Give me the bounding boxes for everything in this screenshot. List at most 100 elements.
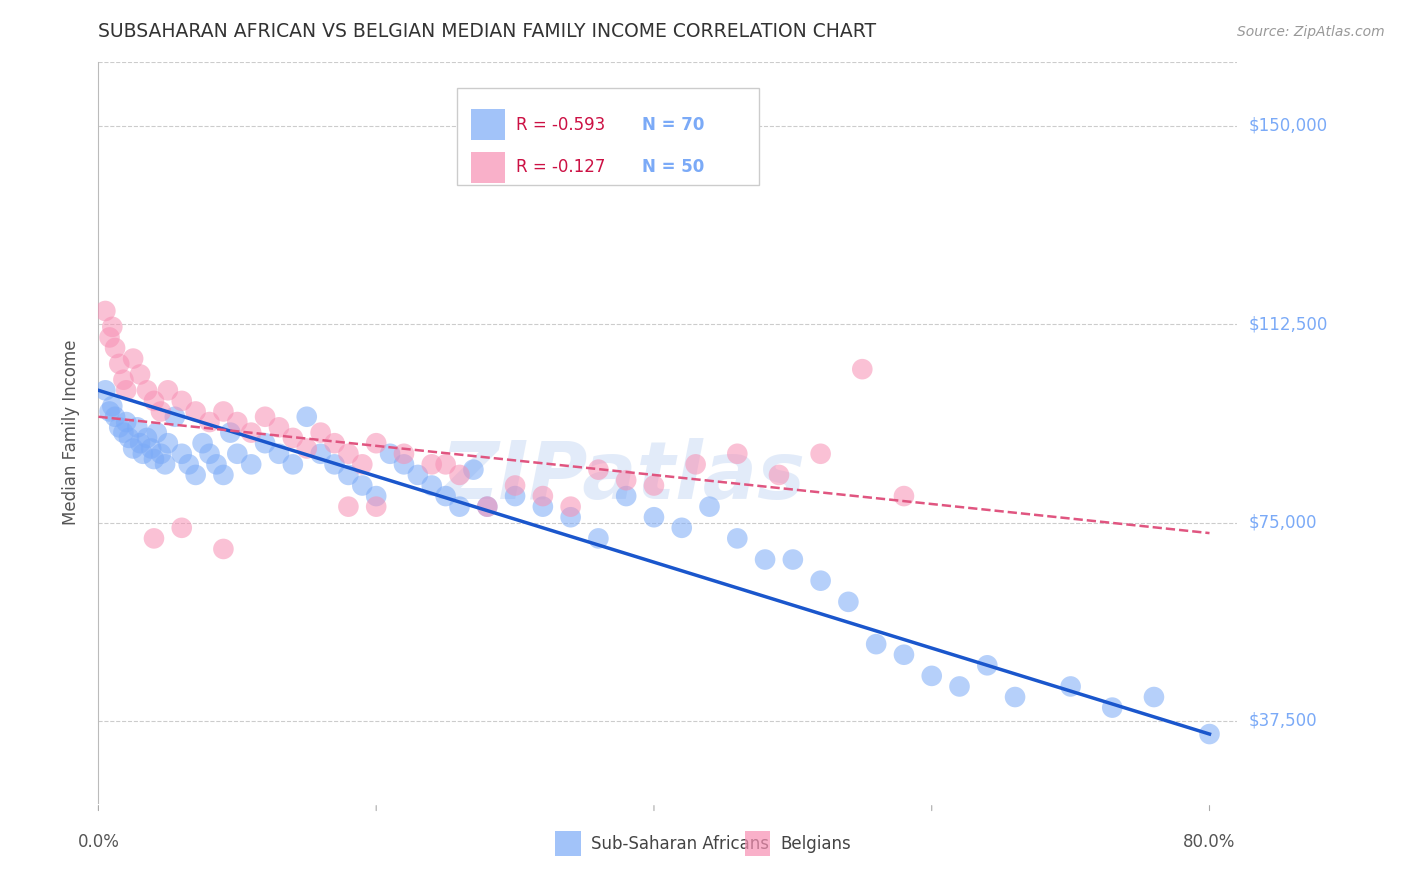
Point [768,467,790,482]
Point [115,384,138,398]
Point [725,447,748,461]
Point [560,510,582,524]
Point [115,415,138,429]
Point [108,357,131,371]
Point [643,478,665,492]
Point [136,384,159,398]
Point [198,415,221,429]
Point [614,473,637,487]
Point [198,447,221,461]
Point [725,532,748,546]
Point [101,399,124,413]
Point [392,458,415,472]
Point [177,458,200,472]
Text: 0.0%: 0.0% [77,833,120,851]
Text: SUBSAHARAN AFRICAN VS BELGIAN MEDIAN FAMILY INCOME CORRELATION CHART: SUBSAHARAN AFRICAN VS BELGIAN MEDIAN FAM… [98,22,876,41]
Point [156,384,179,398]
Point [921,669,943,683]
Point [149,404,172,418]
Point [145,425,167,440]
Point [449,500,471,514]
Point [366,500,388,514]
Point [1143,690,1166,704]
Text: $37,500: $37,500 [1249,712,1317,730]
Point [366,436,388,450]
Point [671,521,693,535]
Point [685,458,707,472]
Text: Belgians: Belgians [780,835,851,853]
Point [295,442,318,456]
Point [205,458,228,472]
Point [149,447,172,461]
Point [754,552,776,566]
Point [212,467,235,482]
FancyBboxPatch shape [471,152,505,183]
Point [1004,690,1026,704]
Point [240,425,263,440]
Point [170,393,193,408]
Point [129,436,152,450]
Point [337,500,360,514]
Point [170,447,193,461]
Point [477,500,499,514]
Point [281,431,304,445]
Point [531,500,554,514]
Point [112,373,135,387]
Point [406,467,429,482]
Point [352,478,374,492]
Text: R = -0.593: R = -0.593 [516,116,606,134]
Point [352,458,374,472]
Point [337,447,360,461]
Point [254,409,277,424]
Y-axis label: Median Family Income: Median Family Income [62,340,80,525]
Point [153,458,176,472]
Text: R = -0.127: R = -0.127 [516,158,606,177]
Point [108,420,131,434]
Text: $112,500: $112,500 [1249,315,1327,334]
Point [810,574,832,588]
Point [378,447,401,461]
FancyBboxPatch shape [457,88,759,185]
Point [810,447,832,461]
Point [143,532,166,546]
Point [309,425,332,440]
Point [127,420,149,434]
Point [643,510,665,524]
Point [865,637,887,651]
Point [122,351,145,366]
Text: $150,000: $150,000 [1249,117,1327,135]
Point [226,447,249,461]
Point [281,458,304,472]
Point [94,384,117,398]
Point [94,304,117,318]
Point [477,500,499,514]
Point [267,447,290,461]
Point [837,595,859,609]
Point [420,458,443,472]
Text: ZIPatlas: ZIPatlas [440,438,804,516]
Point [184,404,207,418]
Point [184,467,207,482]
Point [136,431,159,445]
Text: 80.0%: 80.0% [1184,833,1236,851]
Point [976,658,998,673]
Point [337,467,360,482]
Point [212,404,235,418]
Point [219,425,242,440]
Point [463,462,485,476]
Point [132,447,155,461]
Point [98,330,121,344]
Point [588,462,610,476]
Point [851,362,873,376]
Point [560,500,582,514]
Text: N = 50: N = 50 [641,158,704,177]
Point [101,319,124,334]
Point [503,478,526,492]
Point [226,415,249,429]
Point [129,368,152,382]
Point [323,436,346,450]
Point [143,393,166,408]
Point [948,680,970,694]
Point [309,447,332,461]
Point [240,458,263,472]
